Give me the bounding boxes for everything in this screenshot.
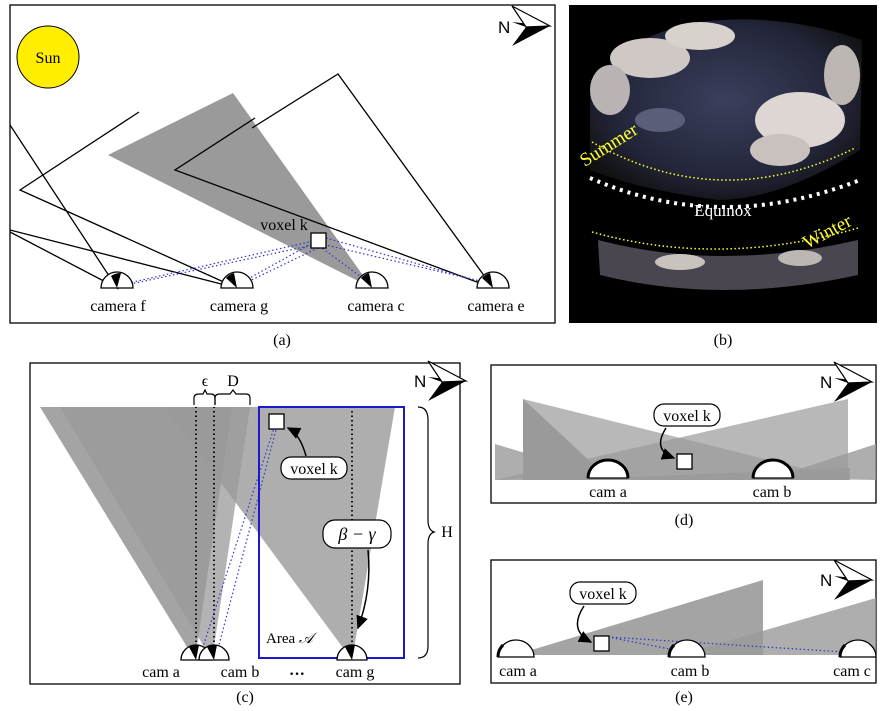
angle-label: β − γ bbox=[337, 524, 376, 544]
voxel-label-box bbox=[653, 403, 721, 427]
caption-d: (d) bbox=[675, 512, 694, 529]
camera-e-view-edge bbox=[251, 73, 494, 289]
caption-a: (a) bbox=[273, 332, 291, 349]
angle-label-box bbox=[322, 519, 392, 549]
voxel-pointer-arrow bbox=[659, 427, 676, 460]
camera-e-icon bbox=[476, 271, 510, 289]
svg-text:N: N bbox=[820, 571, 832, 590]
cam-b-icon bbox=[751, 458, 795, 479]
compass-north-icon: N bbox=[414, 360, 469, 401]
area-label: Area 𝒜 bbox=[266, 631, 318, 647]
panel-a: Sun voxel k camera f camera g bbox=[9, 4, 556, 324]
voxel-k-label: voxel k bbox=[579, 586, 627, 603]
cam-b-label: cam b bbox=[221, 664, 260, 681]
cam-a-icon bbox=[586, 458, 630, 479]
epsilon-brace bbox=[193, 388, 216, 405]
angle-pointer-arrow bbox=[356, 549, 370, 630]
voxel-label-box bbox=[280, 456, 348, 480]
compass-north-icon: N bbox=[498, 5, 553, 46]
caption-b: (b) bbox=[714, 332, 733, 349]
cam-a-low-cone bbox=[495, 444, 608, 480]
sun-icon bbox=[16, 25, 80, 89]
camera-g-view-outline bbox=[18, 111, 238, 289]
panel-a-rays bbox=[119, 237, 498, 286]
panel-c-rays bbox=[199, 427, 277, 657]
camera-e-view-outline bbox=[173, 117, 494, 289]
area-a-box bbox=[258, 406, 405, 659]
cam-a-view-cone bbox=[515, 580, 763, 655]
sky-photo bbox=[590, 19, 862, 290]
compass-north-icon: N bbox=[820, 361, 875, 402]
caption-c: (c) bbox=[236, 689, 254, 706]
camera-g-icon bbox=[220, 271, 254, 289]
camera-g-label: camera g bbox=[210, 298, 268, 315]
equinox-path-line bbox=[589, 176, 861, 209]
cam-b-icon bbox=[667, 639, 706, 658]
svg-text:N: N bbox=[414, 372, 426, 391]
cam-c-label: cam c bbox=[833, 663, 871, 680]
voxel-label-box bbox=[569, 581, 637, 605]
equinox-label: Equinox bbox=[694, 201, 752, 220]
voxel-k-box bbox=[676, 453, 693, 470]
ellipsis: ··· bbox=[289, 666, 305, 683]
caption-e: (e) bbox=[675, 689, 693, 706]
cam-a-label: cam a bbox=[499, 663, 537, 680]
panel-b: Summer Equinox Winter bbox=[569, 5, 877, 323]
camera-f-icon bbox=[100, 271, 134, 289]
cam-g-icon bbox=[336, 644, 368, 661]
camera-c-label: camera c bbox=[347, 298, 404, 315]
cam-b-label: cam b bbox=[753, 484, 792, 501]
voxel-k-box bbox=[593, 635, 610, 652]
panel-e: voxel k cam a cam b cam c N bbox=[490, 559, 877, 684]
cam-b-low-cone bbox=[772, 444, 876, 480]
voxel-k-label: voxel k bbox=[290, 461, 338, 478]
voxel-k-box bbox=[268, 413, 285, 430]
cam-b-view-cone bbox=[680, 598, 876, 655]
svg-text:N: N bbox=[498, 18, 510, 37]
cam-b-wide-cone bbox=[495, 399, 848, 480]
h-label: H bbox=[441, 524, 453, 541]
camera-g-view-edge bbox=[10, 229, 238, 289]
compass-north-icon: N bbox=[820, 559, 875, 600]
voxel-pointer-arrow bbox=[286, 427, 307, 457]
cam-b-icon bbox=[198, 644, 230, 661]
camera-e-label: camera e bbox=[467, 298, 524, 315]
h-brace bbox=[417, 406, 436, 659]
cam-a-label: cam a bbox=[589, 484, 627, 501]
cam-b-label: cam b bbox=[671, 663, 710, 680]
camera-f-label: camera f bbox=[90, 298, 146, 315]
voxel-pointer-arrow bbox=[576, 605, 593, 643]
cam-a-icon bbox=[496, 639, 535, 658]
cam-a-label: cam a bbox=[142, 664, 180, 681]
d-brace bbox=[214, 389, 251, 405]
panel-c: ϵ D H voxel k β − γ Area 𝒜 N bbox=[29, 360, 469, 685]
svg-text:N: N bbox=[820, 373, 832, 392]
cam-c-icon bbox=[838, 639, 876, 658]
camera-c-view-cone bbox=[108, 93, 372, 288]
panel-d: voxel k cam a cam b N bbox=[490, 361, 877, 504]
voxel-k-label: voxel k bbox=[663, 408, 711, 425]
epsilon-label: ϵ bbox=[202, 373, 209, 390]
voxel-k-label: voxel k bbox=[260, 217, 308, 234]
voxel-k-box bbox=[310, 232, 327, 249]
cam-g-label: cam g bbox=[336, 664, 375, 681]
winter-path-line bbox=[591, 227, 859, 250]
summer-path-line bbox=[591, 141, 856, 181]
sun-label: Sun bbox=[36, 50, 61, 67]
cam-b-view-cone bbox=[60, 407, 250, 660]
d-label: D bbox=[227, 373, 239, 390]
camera-c-icon bbox=[355, 271, 389, 289]
